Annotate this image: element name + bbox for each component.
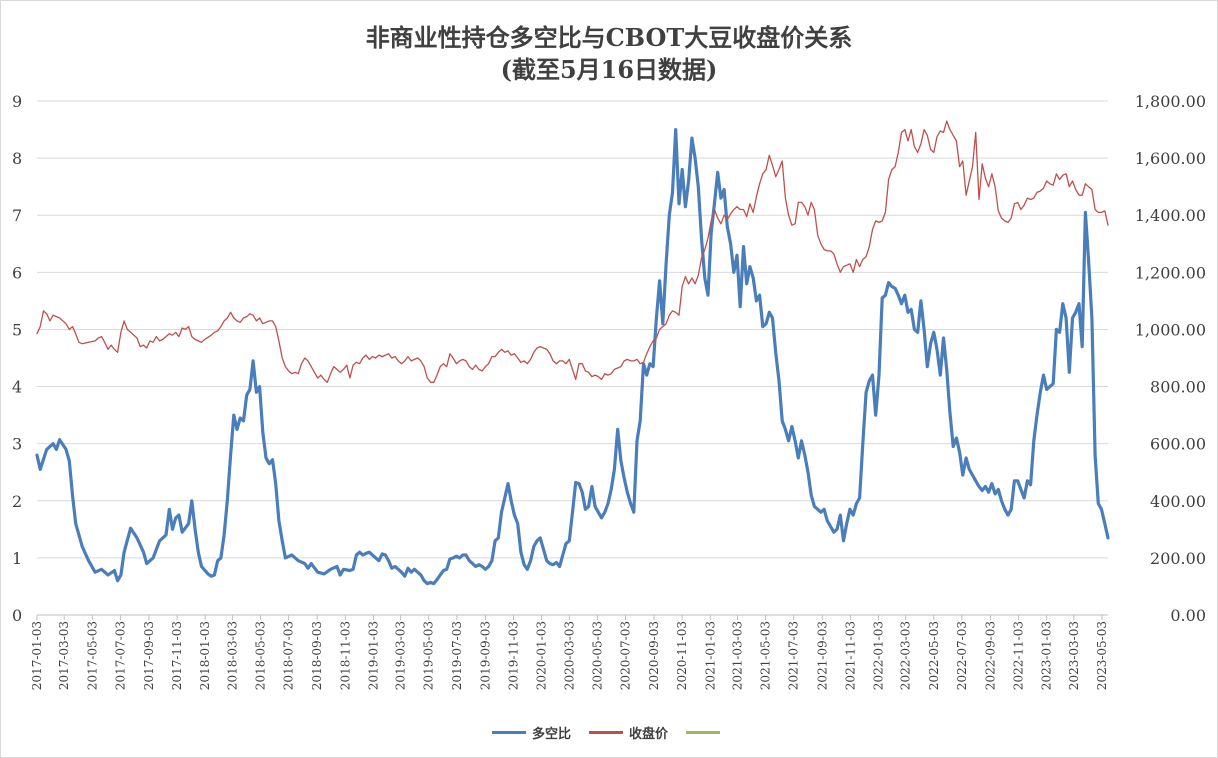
x-tick-label: 2020-07-03 [618,621,632,690]
x-tick-label: 2023-05-03 [1095,621,1109,690]
y-right-tick-label: 1,600.00 [1135,149,1206,168]
x-tick-label: 2021-11-03 [843,621,857,690]
legend-item-long-short-ratio: 多空比 [491,723,571,742]
y-left-tick-label: 4 [12,378,22,397]
x-tick-label: 2019-05-03 [422,621,436,690]
x-tick-label: 2022-03-03 [899,621,913,690]
legend-swatch-close-price [589,731,623,734]
x-tick-label: 2017-03-03 [57,621,71,690]
x-tick-label: 2019-07-03 [450,621,464,690]
x-tick-label: 2022-05-03 [927,621,941,690]
x-tick-label: 2021-01-03 [703,621,717,690]
y-left-tick-label: 3 [12,435,22,454]
legend-swatch-third-series [686,731,721,734]
x-tick-label: 2017-11-03 [170,621,184,690]
legend-item-third-series [686,723,726,742]
x-tick-label: 2018-11-03 [338,621,352,690]
y-right-tick-label: 1,200.00 [1135,263,1206,282]
y-right-tick-label: 1,800.00 [1135,92,1206,111]
x-tick-label: 2017-07-03 [113,621,127,690]
y-right-tick-label: 0.00 [1170,606,1206,625]
y-right-tick-label: 600.00 [1150,435,1206,454]
x-tick-label: 2018-09-03 [310,621,324,690]
y-right-tick-label: 800.00 [1150,378,1206,397]
y-left-tick-label: 9 [12,92,22,111]
x-tick-label: 2020-05-03 [590,621,604,690]
x-tick-label: 2021-09-03 [815,621,829,690]
legend-label-long-short-ratio: 多空比 [531,727,571,742]
x-tick-label: 2022-09-03 [983,621,997,690]
y-left-tick-label: 5 [12,320,22,339]
x-tick-label: 2017-05-03 [85,621,99,690]
legend-item-close-price: 收盘价 [589,723,668,742]
x-tick-label: 2023-03-03 [1067,621,1081,690]
x-tick-label: 2019-09-03 [478,621,492,690]
x-tick-label: 2022-07-03 [955,621,969,690]
legend: 多空比 收盘价 [0,723,1218,742]
x-tick-label: 2018-03-03 [225,621,239,690]
y-left-tick-label: 8 [12,149,22,168]
x-tick-label: 2020-03-03 [562,621,576,690]
x-tick-label: 2023-01-03 [1040,621,1054,690]
series-line-long-short-ratio [35,128,1110,586]
x-tick-label: 2019-11-03 [507,621,521,690]
chart-subtitle: (截至5月16日数据) [500,55,718,84]
chart-title: 非商业性持仓多空比与CBOT大豆收盘价关系 [365,23,853,52]
x-tick-label: 2021-05-03 [759,621,773,690]
y-right-tick-label: 1,000.00 [1135,320,1206,339]
x-tick-label: 2021-03-03 [730,621,744,690]
x-tick-label: 2019-01-03 [366,621,380,690]
x-tick-label: 2020-09-03 [647,621,661,690]
legend-swatch-long-short-ratio [491,731,526,734]
x-tick-label: 2018-01-03 [198,621,212,690]
x-tick-label: 2022-11-03 [1012,621,1026,690]
x-tick-label: 2021-07-03 [787,621,801,690]
x-tick-label: 2020-11-03 [675,621,689,690]
y-left-tick-label: 2 [12,492,22,511]
y-left-tick-label: 0 [12,606,22,625]
series-line-close-price [36,120,1109,383]
x-tick-label: 2022-01-03 [872,621,886,690]
x-tick-label: 2018-05-03 [254,621,268,690]
y-right-tick-label: 400.00 [1150,492,1206,511]
y-left-tick-label: 7 [12,206,22,225]
x-tick-label: 2019-03-03 [394,621,408,690]
y-left-tick-label: 1 [12,549,22,568]
x-tick-label: 2017-01-03 [30,621,44,690]
x-tick-label: 2018-07-03 [282,621,296,690]
y-right-tick-label: 200.00 [1150,549,1206,568]
x-tick-label: 2020-01-03 [535,621,549,690]
x-tick-label: 2017-09-03 [142,621,156,690]
y-left-tick-label: 6 [12,263,22,282]
y-right-tick-label: 1,400.00 [1135,206,1206,225]
legend-label-close-price: 收盘价 [629,727,669,742]
